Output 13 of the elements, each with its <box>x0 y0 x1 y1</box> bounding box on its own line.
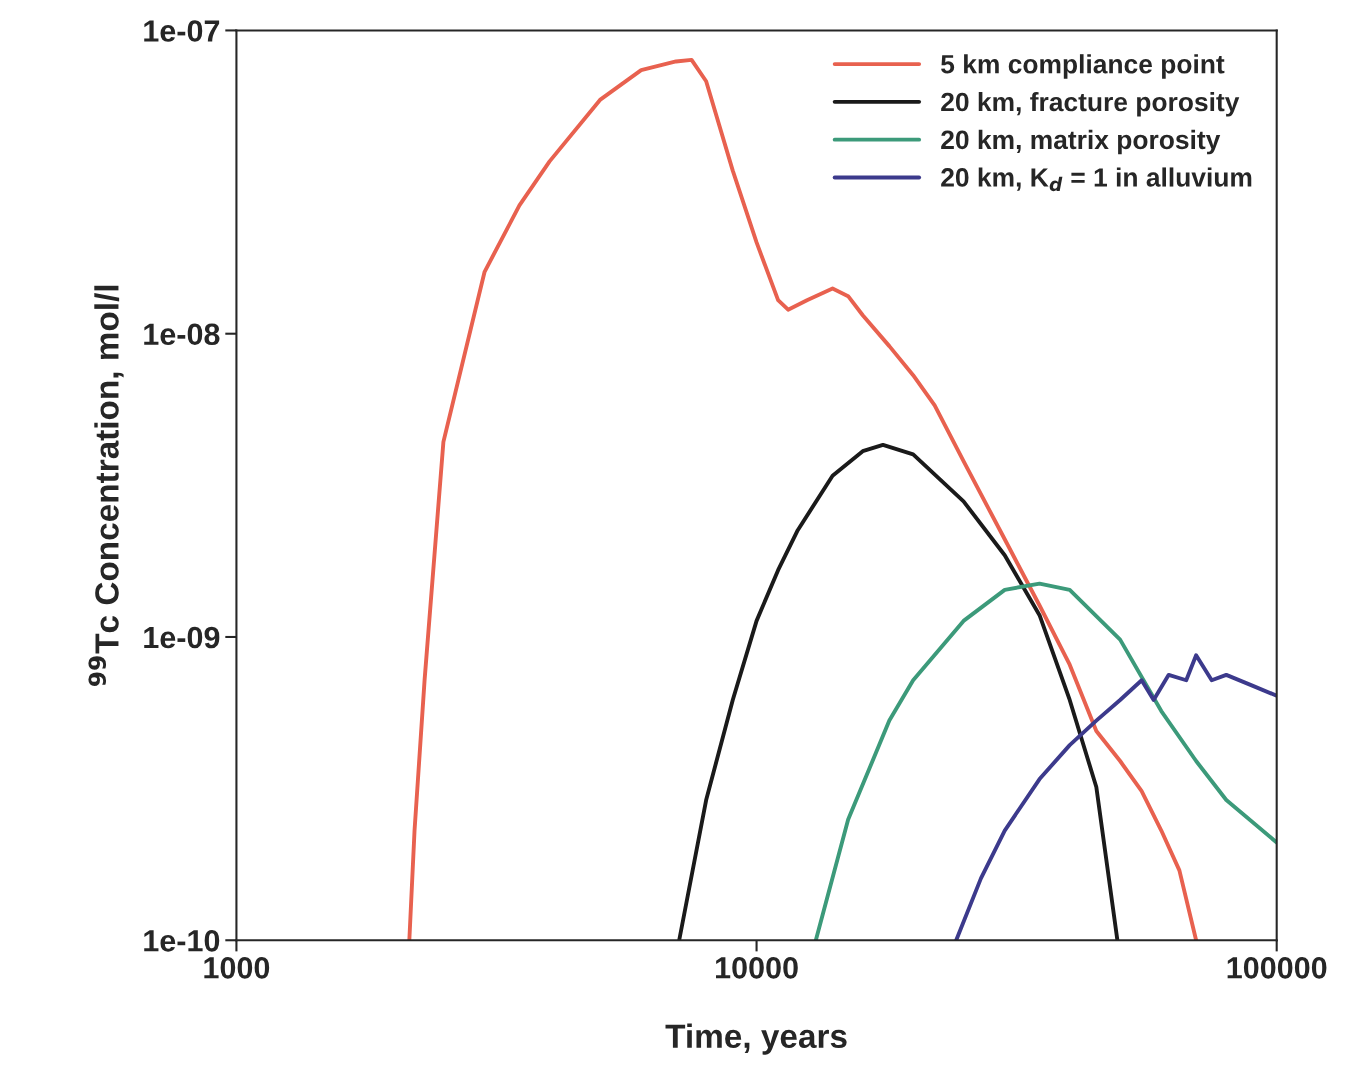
y-tick-label: 1e-10 <box>144 929 220 952</box>
x-tick-label: 10000 <box>716 957 798 979</box>
y-tick-label: 1e-09 <box>144 626 220 649</box>
y-axis-title: $^{99}$Tc Concentration, mol/l <box>88 285 124 686</box>
x-axis-title: Time, years <box>665 1023 847 1055</box>
y-tick-label: 1e-08 <box>144 323 220 346</box>
legend-label: 20 km, fracture porosity <box>941 91 1240 117</box>
x-tick-label: 1000 <box>204 957 270 979</box>
legend-label: 20 km, K$_{d}$ = 1 in alluvium <box>941 167 1252 192</box>
y-tick-label: 1e-07 <box>144 20 220 42</box>
legend-label: 20 km, matrix porosity <box>941 129 1221 155</box>
legend-label: 5 km compliance point <box>941 54 1225 79</box>
x-tick-label: 100000 <box>1227 957 1327 979</box>
